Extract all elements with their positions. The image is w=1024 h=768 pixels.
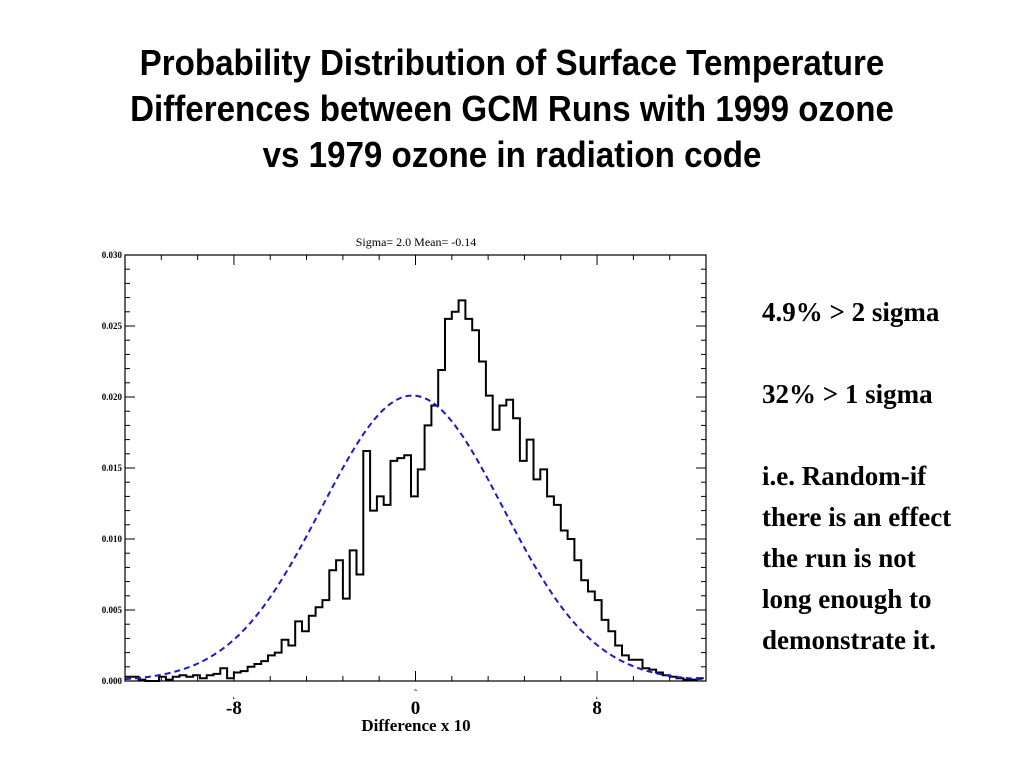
title-line: vs 1979 ozone in radiation code bbox=[262, 134, 762, 175]
y-tick-label: 0.000 bbox=[102, 676, 123, 686]
slide-title: Probability Distribution of Surface Temp… bbox=[41, 40, 983, 178]
x-tick-label: 0 bbox=[411, 698, 421, 719]
y-tick-label: 0.025 bbox=[102, 321, 123, 331]
gaussian-fit-line bbox=[124, 394, 707, 681]
title-line: Probability Distribution of Surface Temp… bbox=[139, 42, 885, 83]
histogram-series bbox=[125, 299, 704, 682]
title-line: Differences between GCM Runs with 1999 o… bbox=[130, 88, 894, 129]
y-tick-label: 0.020 bbox=[102, 392, 123, 402]
conclusion-line: demonstrate it. bbox=[762, 625, 936, 655]
x-tick-label: 8 bbox=[592, 698, 602, 719]
x-tick-label: -8 bbox=[226, 698, 242, 719]
conclusion-line: i.e. Random-if bbox=[762, 461, 927, 491]
y-tick-label: 0.005 bbox=[102, 605, 123, 615]
conclusion-line: the run is not bbox=[762, 543, 916, 573]
conclusion-line: long enough to bbox=[762, 584, 932, 614]
x-tick-caret: ˛ bbox=[232, 689, 235, 700]
y-tick-label: 0.030 bbox=[102, 250, 123, 260]
x-axis-label: Difference x 10 bbox=[361, 716, 470, 735]
conclusion-line: there is an effect bbox=[762, 502, 952, 532]
stat-two-sigma: 4.9% > 2 sigma bbox=[762, 297, 940, 327]
x-tick-caret: ˆ bbox=[414, 689, 418, 700]
plot-frame bbox=[124, 254, 707, 682]
y-tick-label: 0.015 bbox=[102, 463, 123, 473]
notes-panel: 4.9% > 2 sigma 32% > 1 sigma i.e. Random… bbox=[762, 292, 1024, 661]
y-tick-label: 0.010 bbox=[102, 534, 123, 544]
x-tick-caret: ˛ bbox=[595, 689, 598, 700]
chart-title: Sigma= 2.0 Mean= -0.14 bbox=[356, 235, 477, 249]
stat-one-sigma: 32% > 1 sigma bbox=[762, 379, 933, 409]
